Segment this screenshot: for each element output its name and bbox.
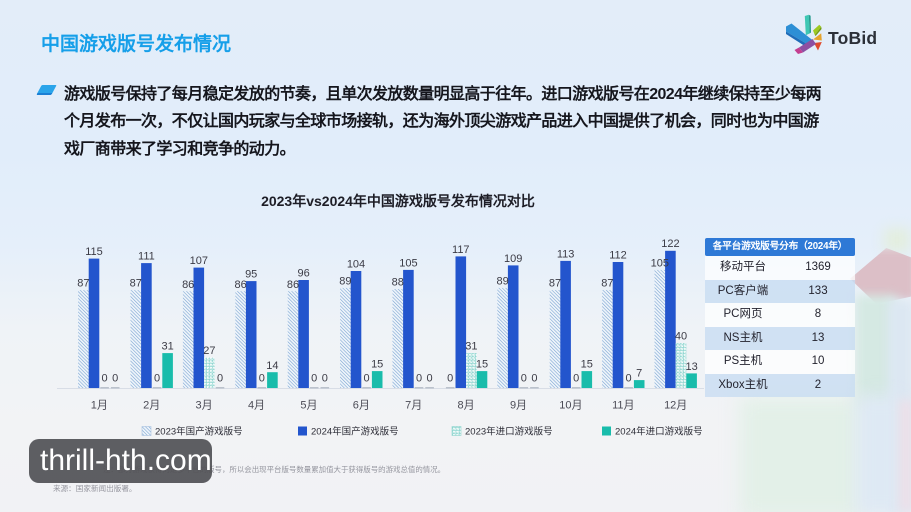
svg-text:111: 111 [138, 251, 155, 263]
svg-text:87: 87 [549, 278, 561, 290]
svg-text:2023年vs2024年中国游戏版号发布情况对比: 2023年vs2024年中国游戏版号发布情况对比 [261, 193, 535, 209]
svg-text:0: 0 [217, 373, 223, 385]
svg-text:86: 86 [182, 279, 194, 291]
svg-text:15: 15 [581, 359, 593, 371]
svg-text:0: 0 [573, 373, 579, 385]
svg-text:104: 104 [347, 259, 365, 271]
svg-text:88: 88 [392, 277, 404, 289]
svg-text:107: 107 [190, 255, 208, 267]
svg-text:0: 0 [427, 373, 433, 385]
svg-text:122: 122 [661, 238, 679, 250]
svg-text:89: 89 [339, 275, 351, 287]
svg-text:ToBid: ToBid [828, 28, 877, 48]
svg-text:40: 40 [675, 331, 687, 343]
svg-text:2023年进口游戏版号: 2023年进口游戏版号 [465, 426, 553, 438]
svg-text:0: 0 [364, 373, 370, 385]
svg-text:10月: 10月 [559, 400, 582, 412]
svg-text:96: 96 [297, 268, 309, 280]
svg-text:0: 0 [112, 373, 118, 385]
svg-text:2024年进口游戏版号: 2024年进口游戏版号 [615, 426, 703, 438]
svg-text:115: 115 [85, 246, 103, 258]
svg-text:105: 105 [651, 257, 669, 269]
svg-text:0: 0 [102, 373, 108, 385]
svg-text:14: 14 [266, 360, 278, 372]
svg-text:7月: 7月 [405, 400, 422, 412]
svg-text:15: 15 [476, 359, 488, 371]
svg-text:6月: 6月 [353, 400, 370, 412]
svg-text:2023年国产游戏版号: 2023年国产游戏版号 [155, 426, 243, 438]
svg-text:117: 117 [452, 244, 470, 256]
svg-text:0: 0 [416, 373, 422, 385]
svg-text:15: 15 [371, 359, 383, 371]
svg-text:0: 0 [259, 373, 265, 385]
svg-text:87: 87 [601, 278, 613, 290]
svg-text:8月: 8月 [458, 400, 475, 412]
svg-text:4月: 4月 [248, 400, 265, 412]
svg-text:0: 0 [521, 373, 527, 385]
svg-text:1月: 1月 [91, 400, 108, 412]
svg-text:31: 31 [465, 341, 477, 353]
svg-text:7: 7 [636, 368, 642, 380]
svg-text:0: 0 [626, 373, 632, 385]
svg-text:89: 89 [496, 275, 508, 287]
svg-text:0: 0 [311, 373, 317, 385]
svg-text:27: 27 [203, 345, 215, 357]
svg-text:12月: 12月 [664, 400, 687, 412]
svg-text:86: 86 [234, 279, 246, 291]
svg-text:13: 13 [685, 361, 697, 373]
svg-text:2024年国产游戏版号: 2024年国产游戏版号 [311, 426, 399, 438]
svg-text:105: 105 [399, 257, 417, 269]
svg-text:0: 0 [322, 373, 328, 385]
svg-text:87: 87 [130, 278, 142, 290]
svg-text:0: 0 [154, 373, 160, 385]
svg-text:0: 0 [531, 373, 537, 385]
svg-text:3月: 3月 [196, 400, 213, 412]
svg-text:113: 113 [557, 248, 575, 260]
svg-text:112: 112 [609, 250, 627, 262]
svg-text:109: 109 [504, 253, 522, 265]
svg-text:11月: 11月 [612, 400, 634, 412]
svg-text:86: 86 [287, 279, 299, 291]
svg-text:87: 87 [77, 278, 89, 290]
svg-text:2月: 2月 [143, 400, 160, 412]
svg-text:5月: 5月 [300, 400, 317, 412]
svg-text:0: 0 [447, 373, 453, 385]
svg-text:95: 95 [245, 269, 257, 281]
svg-text:31: 31 [161, 341, 173, 353]
svg-text:9月: 9月 [510, 400, 527, 412]
